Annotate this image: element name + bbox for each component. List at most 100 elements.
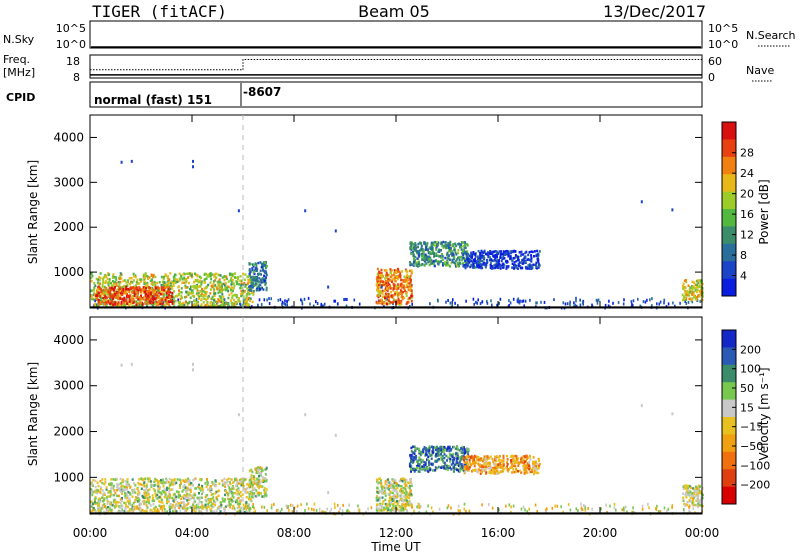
echo-pixel xyxy=(498,471,501,474)
echo-pixel xyxy=(403,275,406,278)
echo-pixel xyxy=(409,289,412,292)
echo-pixel xyxy=(207,295,210,298)
echo-pixel xyxy=(109,290,112,294)
echo-pixel xyxy=(235,301,238,304)
echo-pixel xyxy=(265,288,268,292)
echo-pixel xyxy=(243,278,246,281)
echo-pixel xyxy=(233,302,235,306)
echo-pixel xyxy=(199,510,202,513)
echo-pixel xyxy=(169,502,172,506)
echo-pixel xyxy=(433,252,435,255)
echo-pixel xyxy=(160,481,163,485)
echo-pixel xyxy=(132,506,135,510)
nsearch-tick-bottom: 10^0 xyxy=(708,38,738,51)
echo-pixel xyxy=(530,267,533,270)
noise-pixel xyxy=(608,299,610,303)
noise-pixel xyxy=(100,507,102,510)
echo-pixel xyxy=(140,294,142,297)
noise-pixel xyxy=(303,297,306,301)
echo-pixel xyxy=(135,296,138,300)
echo-pixel xyxy=(240,282,243,285)
echo-pixel xyxy=(479,251,482,255)
echo-pixel xyxy=(410,478,412,481)
echo-pixel xyxy=(389,287,392,290)
noise-pixel xyxy=(311,507,313,511)
echo-pixel xyxy=(487,251,489,254)
echo-pixel xyxy=(107,272,110,275)
echo-pixel xyxy=(166,302,169,306)
echo-pixel xyxy=(159,485,162,489)
echo-pixel xyxy=(450,454,453,458)
echo-pixel xyxy=(92,293,95,297)
echo-pixel xyxy=(161,289,164,293)
noise-pixel xyxy=(300,298,302,302)
echo-pixel xyxy=(435,446,438,449)
echo-pixel xyxy=(382,295,384,299)
echo-pixel xyxy=(199,489,202,492)
echo-pixel xyxy=(126,302,129,305)
echo-pixel xyxy=(143,290,146,294)
echo-pixel xyxy=(222,300,225,303)
echo-pixel xyxy=(498,459,500,462)
echo-pixel xyxy=(534,263,537,267)
echo-pixel xyxy=(432,242,435,245)
echo-pixel xyxy=(211,481,214,484)
echo-pixel xyxy=(375,508,378,512)
noise-pixel xyxy=(491,506,494,510)
echo-pixel xyxy=(182,506,185,509)
echo-pixel xyxy=(157,300,160,303)
echo-pixel xyxy=(178,502,180,505)
echo-pixel xyxy=(478,262,481,265)
echo-pixel xyxy=(259,261,262,264)
echo-pixel xyxy=(252,279,255,282)
echo-pixel xyxy=(389,279,392,282)
nsky-tick-top: 10^5 xyxy=(56,22,86,35)
echo-pixel xyxy=(180,501,183,504)
noise-pixel xyxy=(575,299,577,303)
echo-pixel xyxy=(210,504,213,507)
noise-pixel xyxy=(233,304,236,308)
echo-pixel xyxy=(104,293,107,297)
echo-pixel xyxy=(246,483,249,486)
echo-pixel xyxy=(380,509,383,512)
echo-pixel xyxy=(146,303,149,306)
noise-pixel xyxy=(161,508,164,512)
echo-pixel xyxy=(375,496,378,500)
echo-pixel xyxy=(494,455,497,459)
echo-pixel xyxy=(151,289,154,292)
echo-pixel xyxy=(468,461,471,464)
echo-pixel xyxy=(224,282,227,285)
noise-pixel xyxy=(346,509,348,513)
echo-pixel xyxy=(410,241,413,245)
echo-pixel xyxy=(211,506,214,509)
echo-pixel xyxy=(230,276,233,280)
echo-pixel xyxy=(176,501,179,504)
echo-pixel xyxy=(141,500,144,503)
echo-pixel xyxy=(181,495,184,499)
echo-pixel xyxy=(181,278,184,281)
echo-pixel xyxy=(170,481,173,484)
echo-pixel xyxy=(535,254,538,258)
echo-pixel xyxy=(240,284,243,287)
echo-pixel xyxy=(685,279,688,282)
echo-pixel xyxy=(167,480,170,484)
echo-pixel xyxy=(394,280,397,283)
echo-pixel xyxy=(101,481,104,485)
noise-pixel xyxy=(438,507,441,511)
echo-pixel xyxy=(407,481,410,484)
echo-pixel xyxy=(388,500,391,503)
noise-pixel xyxy=(604,303,607,307)
echo-pixel xyxy=(248,498,250,501)
echo-pixel xyxy=(250,279,253,282)
echo-pixel xyxy=(96,278,99,281)
echo-pixel xyxy=(458,256,461,259)
echo-pixel xyxy=(470,454,473,458)
echo-pixel xyxy=(216,301,219,304)
echo-pixel xyxy=(454,251,457,254)
noise-pixel xyxy=(376,510,379,514)
echo-pixel xyxy=(492,255,495,258)
echo-pixel xyxy=(227,492,230,496)
echo-pixel xyxy=(259,288,262,291)
echo-pixel xyxy=(255,278,258,281)
echo-pixel xyxy=(231,304,234,308)
